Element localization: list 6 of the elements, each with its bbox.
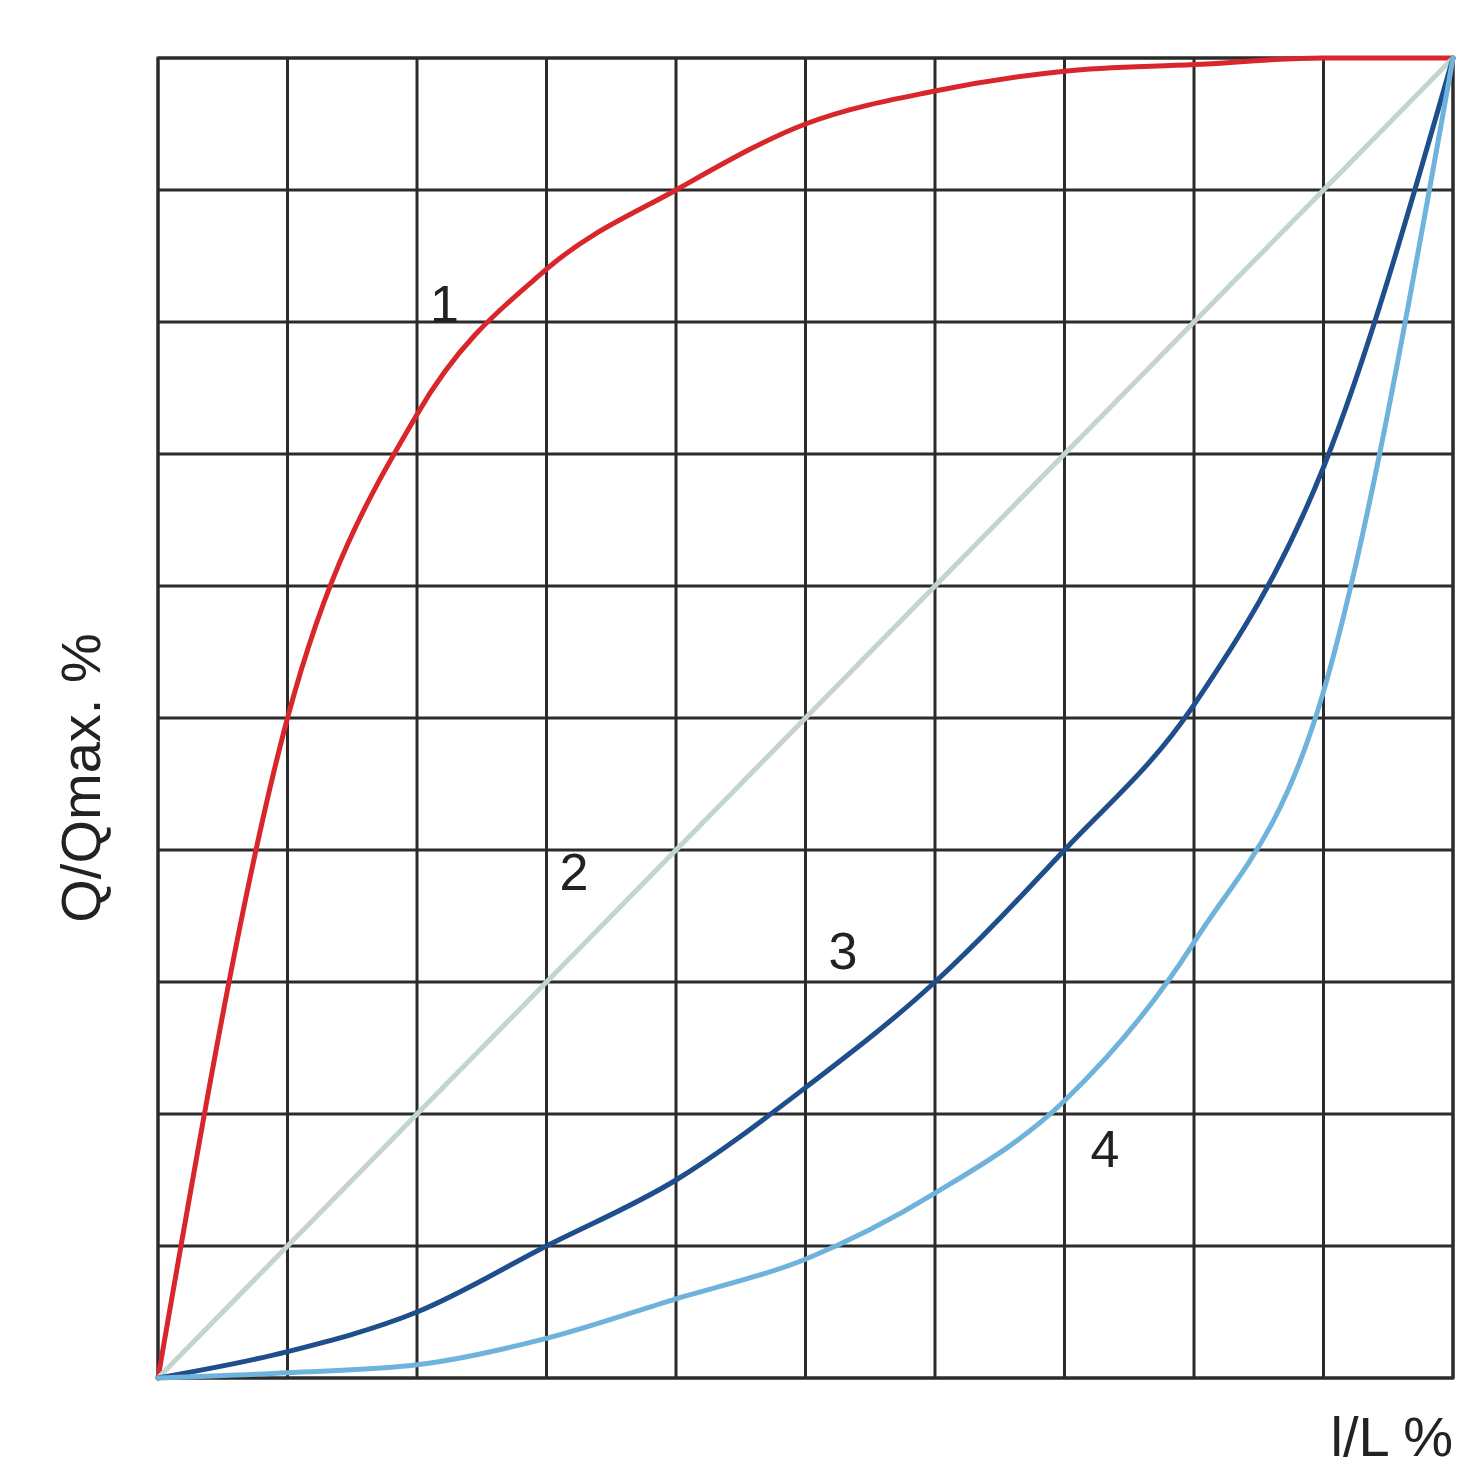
series-label: 1 xyxy=(429,275,459,333)
y-axis-title: Q/Qmax. % xyxy=(49,633,112,923)
series-label: 2 xyxy=(559,842,589,901)
series-label: 4 xyxy=(1090,1119,1120,1178)
x-axis-title: l/L % xyxy=(1330,1405,1453,1468)
series-label: 3 xyxy=(828,921,858,980)
